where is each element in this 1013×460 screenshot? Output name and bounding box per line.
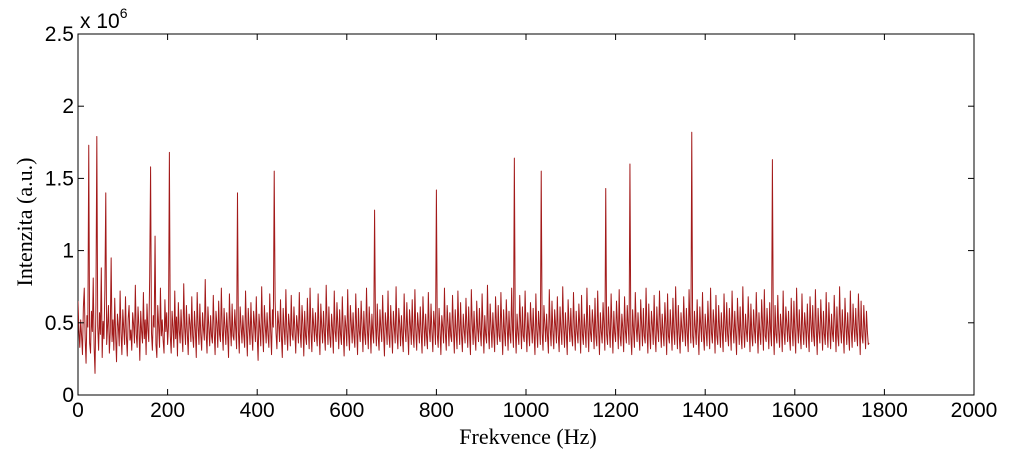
x-tick-label: 600 — [329, 399, 364, 422]
y-tick-label: 0.5 — [45, 312, 74, 335]
x-tick-label: 200 — [150, 399, 185, 422]
y-multiplier-exponent: 6 — [120, 5, 128, 21]
x-tick-label: 800 — [419, 399, 454, 422]
x-tick-label: 1600 — [771, 399, 818, 422]
y-multiplier: x 106 — [80, 5, 128, 33]
x-tick-label: 2000 — [951, 399, 998, 422]
x-tick-label: 0 — [72, 399, 84, 422]
y-multiplier-base: x 10 — [80, 10, 120, 33]
y-tick-label: 1 — [62, 240, 74, 263]
x-tick-label: 1000 — [503, 399, 550, 422]
x-tick-label: 1800 — [861, 399, 908, 422]
plot-area — [77, 33, 975, 396]
y-tick-label: 2 — [62, 95, 74, 118]
y-tick-label: 1.5 — [45, 167, 74, 190]
x-axis: 0 200 400 600 800 1000 1200 1400 1600 1800 2000 — [72, 34, 997, 422]
y-tick-label: 0 — [62, 384, 74, 407]
x-tick-label: 1400 — [682, 399, 729, 422]
x-tick-label: 1200 — [592, 399, 639, 422]
y-axis-label: Intenzita (a.u.) — [12, 158, 37, 287]
series-line — [78, 131, 870, 374]
y-tick-label: 2.5 — [45, 23, 74, 46]
x-tick-label: 400 — [240, 399, 275, 422]
x-axis-label: Frekvence (Hz) — [459, 424, 596, 449]
y-axis: 0 0.5 1 1.5 2 2.5 — [45, 23, 974, 407]
